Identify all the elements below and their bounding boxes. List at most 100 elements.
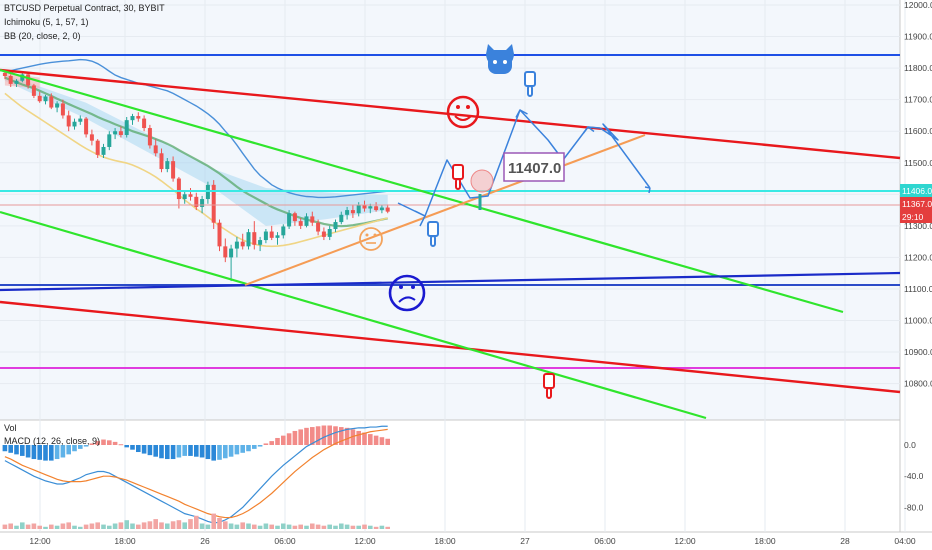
hand-palm [543,373,555,389]
macd-histogram-bar [362,432,367,445]
volume-bar [298,524,303,529]
macd-tick-label: 0.0 [904,440,916,450]
candle-body [78,118,83,122]
volume-bar [240,522,245,529]
macd-histogram-bar [72,445,77,452]
macd-histogram-bar [112,441,118,445]
volume-bar [118,522,124,529]
confused-eye [399,285,403,289]
pointing-hand-icon [524,71,536,97]
smiley-outline [446,95,480,129]
volume-bar [78,526,83,529]
cat-face [488,54,512,74]
hand-palm [524,71,536,87]
price-tags: 11406.0 11367.0 29:10 [900,184,932,223]
macd-histogram-bar [49,445,54,461]
macd-histogram-bar [368,434,373,445]
candle-body [142,118,147,129]
volume-bar [234,524,240,529]
macd-histogram-bar [182,445,187,456]
cat-eye [493,60,497,64]
macd-histogram-bar [379,437,385,445]
volume-bar [217,518,222,529]
sticker-icons[interactable] [359,44,555,399]
volume-bar [25,524,31,529]
volume-bar [252,524,257,529]
confused-face-icon [388,274,426,312]
macd-histogram-bar [95,441,100,445]
price-pane-background [0,0,900,420]
macd-histogram-bar [246,445,251,452]
hand-finger [527,85,533,97]
candle-body [159,153,164,170]
macd-pane-background [0,420,900,532]
macd-histogram-bar [118,444,124,446]
axis-labels: 12000.0 11900.0 11800.0 11700.0 11600.0 11500… [29,0,932,546]
volume-bar [362,524,367,529]
indicator-bb-label[interactable]: BB (20, close, 2, 0) [4,31,81,41]
indicator-ichimoku-label[interactable]: Ichimoku (5, 1, 57, 1) [4,17,89,27]
volume-bar [153,519,158,529]
time-tick-label: 12:00 [354,536,376,546]
candle-body [258,240,263,245]
candle-body [118,131,123,135]
candle-body [223,246,228,258]
volume-bar [89,523,95,529]
callout-price: 11407.0 [508,160,561,177]
volume-bar [72,525,77,529]
time-tick-label: 18:00 [114,536,136,546]
candle-body [26,74,31,86]
candle-body [281,226,286,236]
macd-histogram-bar [31,445,37,460]
hand-finger [430,235,436,247]
volume-bar [292,525,298,529]
macd-histogram-bar [304,427,309,445]
cat-eye [503,60,507,64]
macd-signal-line [4,428,388,519]
macd-histogram-bar [286,433,292,445]
candle-body [2,72,7,76]
candle-body [107,134,112,147]
volume-bar [304,525,309,529]
volume-bar [223,521,228,529]
highlight-circle [470,169,494,193]
smiley-eye [456,105,460,109]
arrow-head [414,210,426,227]
candle-body [240,241,245,247]
neutral-face-icon [359,227,383,251]
macd-histogram-bar [269,441,274,445]
trendline-drawings[interactable] [0,54,901,420]
candle-body [374,206,379,211]
candle-body [211,184,216,223]
macd-histogram-bar [217,445,222,460]
volume-bar [263,523,269,529]
volume-bar [211,513,216,529]
volume-bar [373,526,379,529]
candle-body [72,121,77,127]
macd-histogram-bar [147,445,153,456]
trendline-red-upper [0,68,901,160]
time-tick-label: 28 [840,536,850,546]
candle-body [153,145,158,154]
github-cat-icon [486,44,514,74]
volume-bar [321,525,327,529]
candle-body [113,131,118,135]
candle-body [304,216,309,226]
candle-body [379,207,384,211]
volume-bar [101,524,106,529]
candle-body [37,95,42,102]
arrow-drawings[interactable]: 11407.0 [397,109,651,227]
candle-body [385,207,390,212]
confused-mouth [398,296,416,303]
indicator-vol-label[interactable]: Vol [4,423,17,433]
macd-histogram-bar [199,445,205,458]
indicator-macd-label[interactable]: MACD (12, 26, close, 9) [4,436,101,446]
macd-histogram-bar [136,445,141,453]
volume-bar [37,525,42,529]
neutral-outline [359,227,383,251]
macd-histogram-bar [159,445,164,459]
smiley-face-icon [446,95,480,129]
candle-body [321,231,326,237]
macd-series [2,425,390,524]
